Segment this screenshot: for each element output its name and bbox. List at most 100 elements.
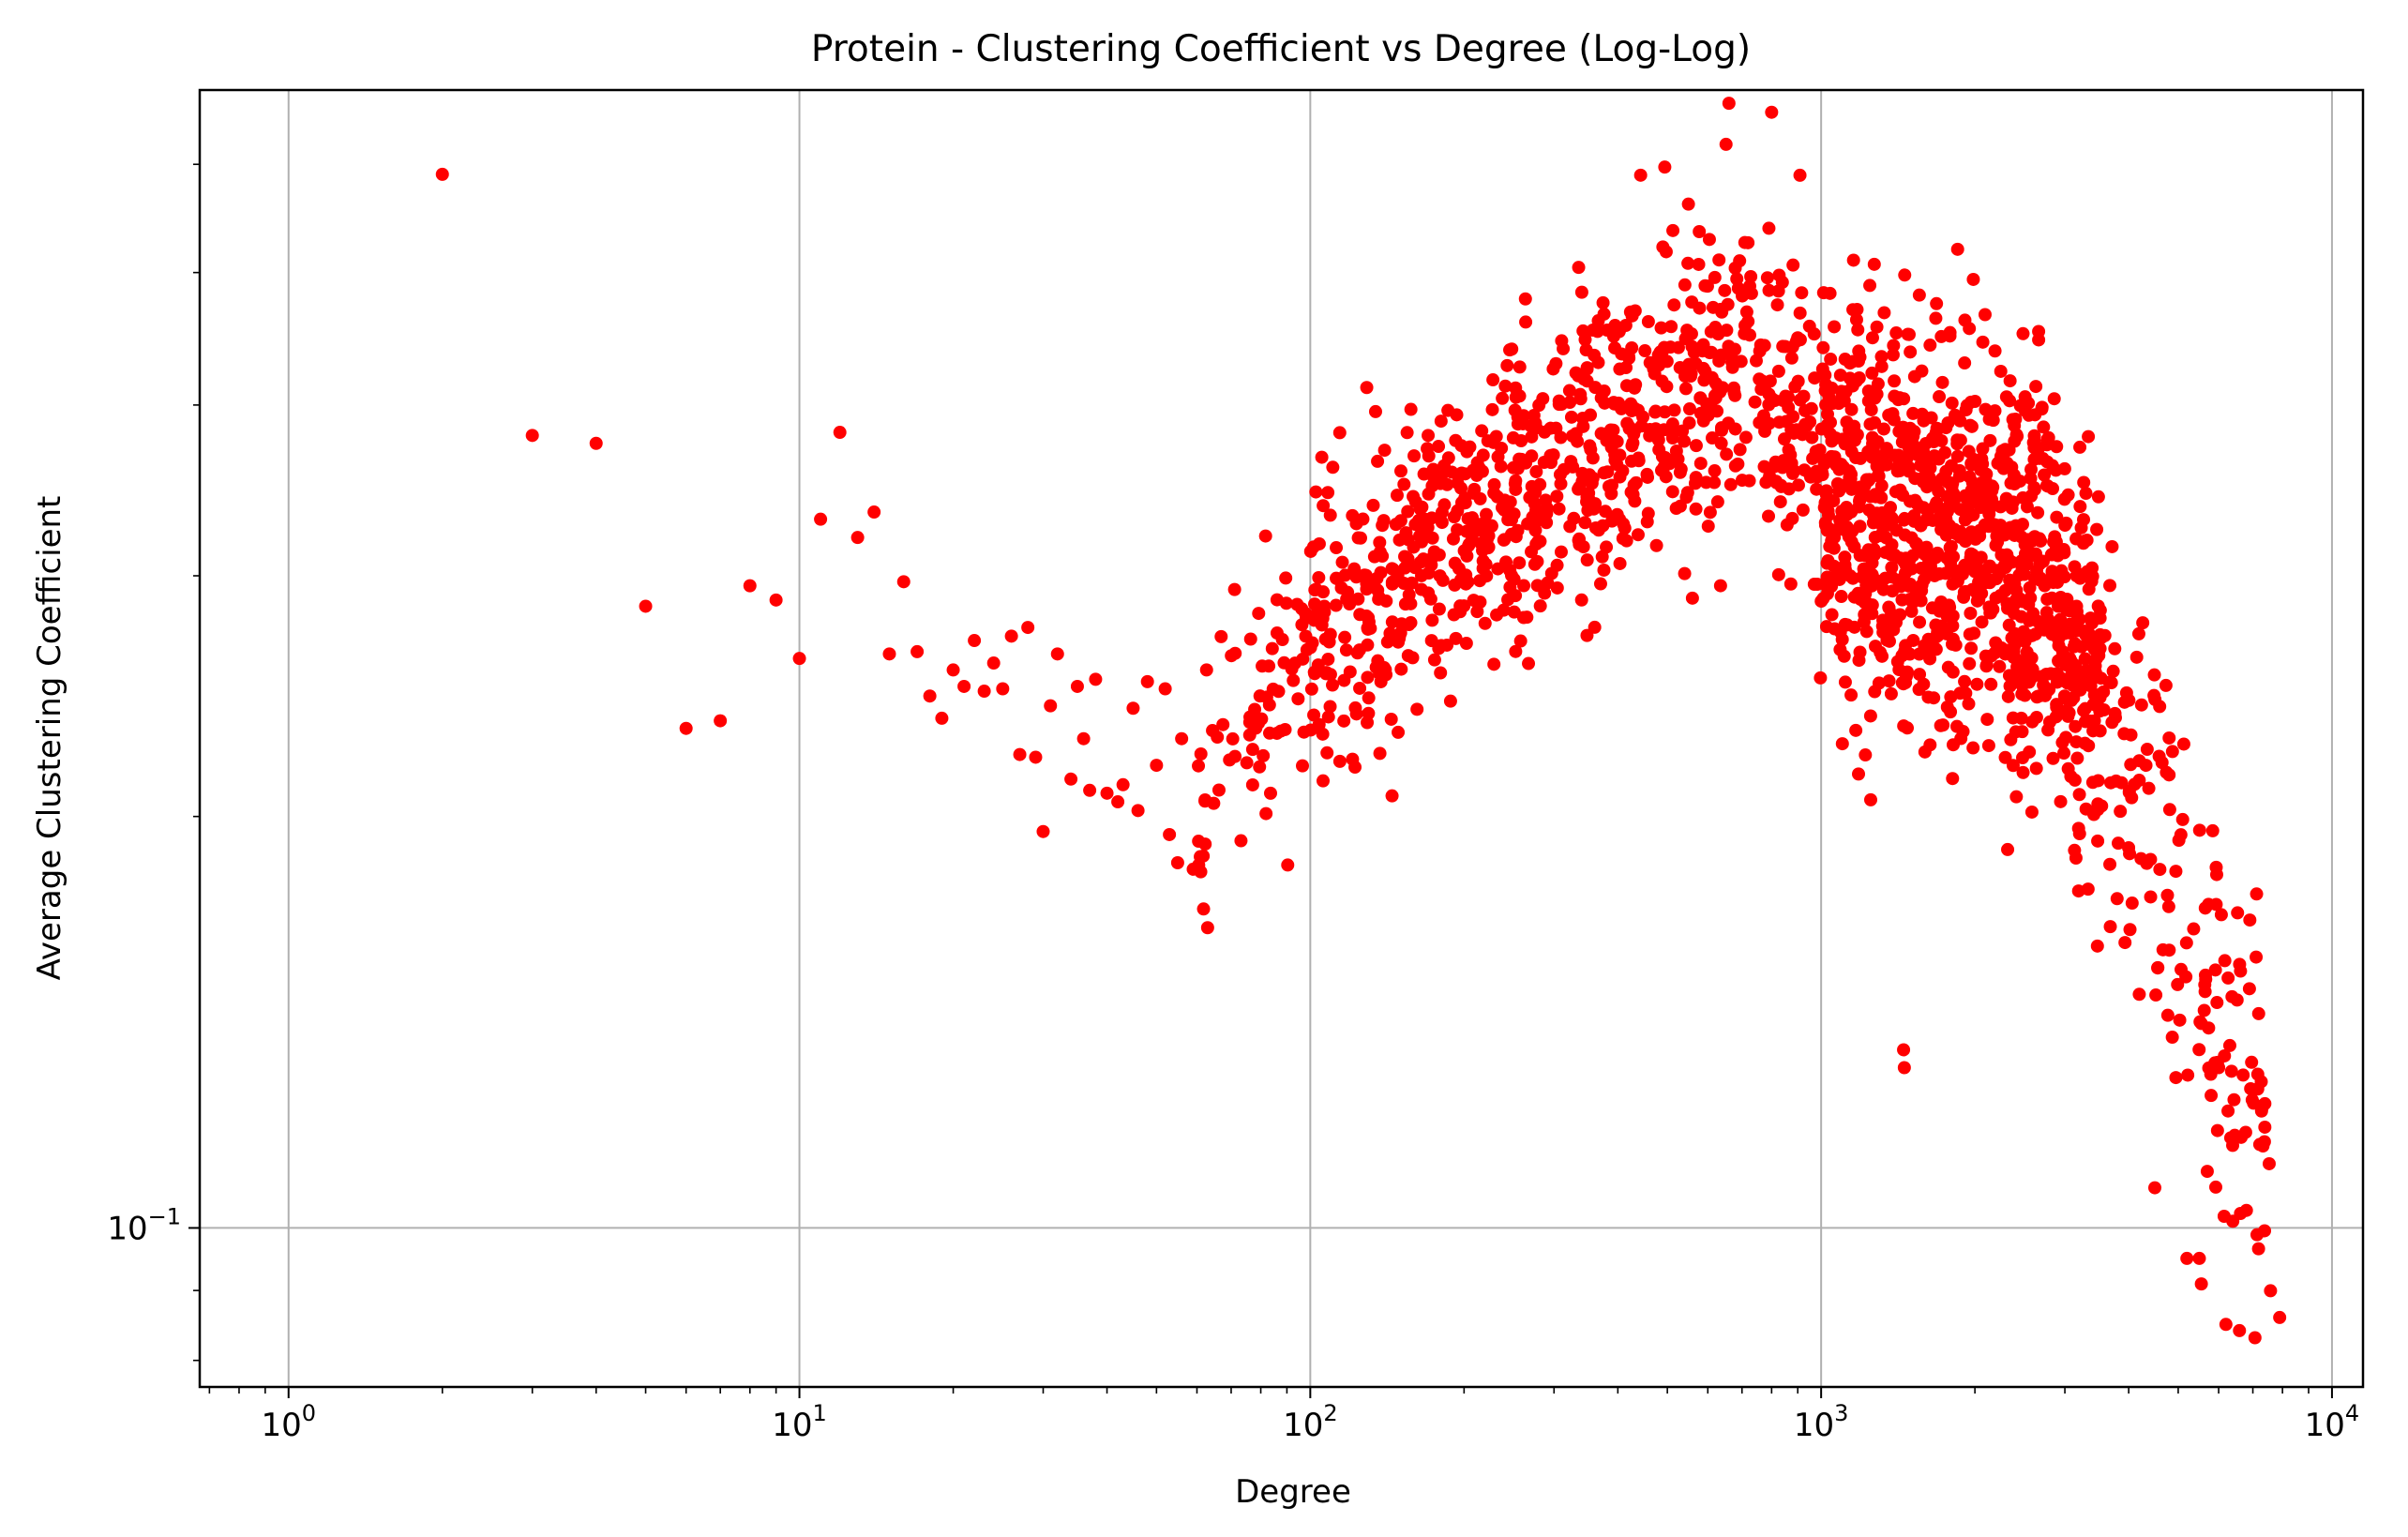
data-point: [1796, 503, 1810, 517]
data-point: [2208, 963, 2222, 977]
data-point: [2020, 557, 2034, 571]
data-point: [1192, 759, 1206, 773]
data-point: [1958, 489, 1972, 503]
data-point: [1771, 364, 1785, 378]
data-point: [1949, 491, 1963, 505]
data-point: [1332, 426, 1347, 440]
data-point: [1667, 403, 1681, 417]
data-point: [1479, 558, 1493, 572]
data-point: [2123, 847, 2137, 861]
data-point: [2250, 887, 2264, 901]
data-point: [2029, 761, 2043, 776]
data-point: [2023, 658, 2037, 672]
data-point: [1467, 519, 1481, 533]
data-point: [1625, 404, 1639, 418]
data-point: [1243, 632, 1257, 646]
data-point: [2221, 971, 2235, 985]
data-point: [2173, 1013, 2187, 1027]
data-point: [1902, 464, 1916, 478]
data-point: [2198, 968, 2212, 982]
data-point: [1922, 554, 1936, 568]
data-point: [1666, 426, 1680, 440]
data-point: [2114, 805, 2128, 819]
data-point: [1888, 548, 1902, 562]
data-point: [1887, 413, 1901, 427]
data-point: [1944, 690, 1958, 704]
data-point: [2192, 1043, 2206, 1057]
data-point: [1770, 298, 1784, 312]
data-point: [1851, 323, 1865, 337]
data-point: [1582, 468, 1596, 482]
data-point: [1975, 452, 1989, 466]
data-point: [1782, 400, 1796, 414]
data-point: [1825, 608, 1839, 622]
data-point: [1978, 518, 1992, 532]
data-point: [1481, 434, 1495, 448]
data-point: [2181, 1068, 2195, 1082]
data-point: [1720, 447, 1734, 461]
data-point: [1263, 786, 1277, 800]
data-point: [1927, 449, 1941, 463]
data-point: [1318, 632, 1332, 646]
data-point: [1936, 718, 1950, 732]
data-point: [1564, 455, 1578, 469]
data-point: [1700, 279, 1714, 294]
data-point: [1769, 475, 1783, 489]
data-point: [1290, 597, 1304, 611]
data-point: [1885, 515, 1899, 529]
data-point: [2064, 655, 2078, 669]
data-point: [1907, 369, 1921, 384]
data-point: [1618, 521, 1632, 535]
data-point: [1703, 505, 1717, 520]
data-point: [2130, 650, 2144, 664]
data-point: [1863, 792, 1877, 806]
data-point: [1606, 423, 1620, 437]
data-point: [1422, 487, 1436, 501]
data-point: [1337, 673, 1351, 687]
data-point: [1803, 414, 1817, 429]
data-point: [1994, 640, 2009, 655]
data-point: [1852, 344, 1866, 358]
data-point: [1339, 643, 1353, 657]
data-point: [1216, 717, 1230, 731]
data-point: [1930, 496, 1944, 510]
data-point: [1780, 518, 1794, 532]
data-point: [1979, 649, 1993, 663]
data-point: [1470, 456, 1484, 470]
data-point: [1885, 561, 1899, 575]
data-point: [2233, 1323, 2247, 1337]
data-point: [1678, 278, 1692, 292]
data-point: [1580, 628, 1594, 642]
data-point: [1516, 416, 1530, 430]
data-point: [1710, 495, 1724, 509]
data-point: [1727, 385, 1741, 399]
data-point: [1330, 541, 1344, 555]
data-point: [1913, 668, 1927, 682]
data-point: [1943, 564, 1957, 578]
data-point: [1199, 663, 1213, 677]
data-point: [1773, 495, 1787, 509]
data-point: [1744, 269, 1758, 283]
data-point: [946, 663, 960, 677]
data-point: [2016, 326, 2030, 340]
data-point: [2115, 776, 2129, 790]
data-point: [1100, 786, 1114, 800]
data-point: [2245, 1055, 2259, 1069]
data-point: [1414, 582, 1428, 596]
data-point: [1902, 327, 1916, 341]
data-point: [2024, 462, 2038, 476]
data-point: [1513, 556, 1527, 570]
data-point: [1887, 339, 1901, 353]
data-point: [2094, 671, 2108, 686]
data-point: [1897, 513, 1911, 527]
data-point: [1458, 496, 1472, 510]
data-point: [1422, 449, 1436, 463]
data-point: [1252, 607, 1266, 621]
data-point: [1869, 573, 1883, 587]
data-point: [2008, 434, 2022, 448]
data-point: [2008, 528, 2022, 542]
data-point: [1312, 570, 1326, 584]
data-point: [2027, 441, 2041, 455]
data-point: [1696, 338, 1710, 352]
data-point: [1993, 659, 2007, 673]
